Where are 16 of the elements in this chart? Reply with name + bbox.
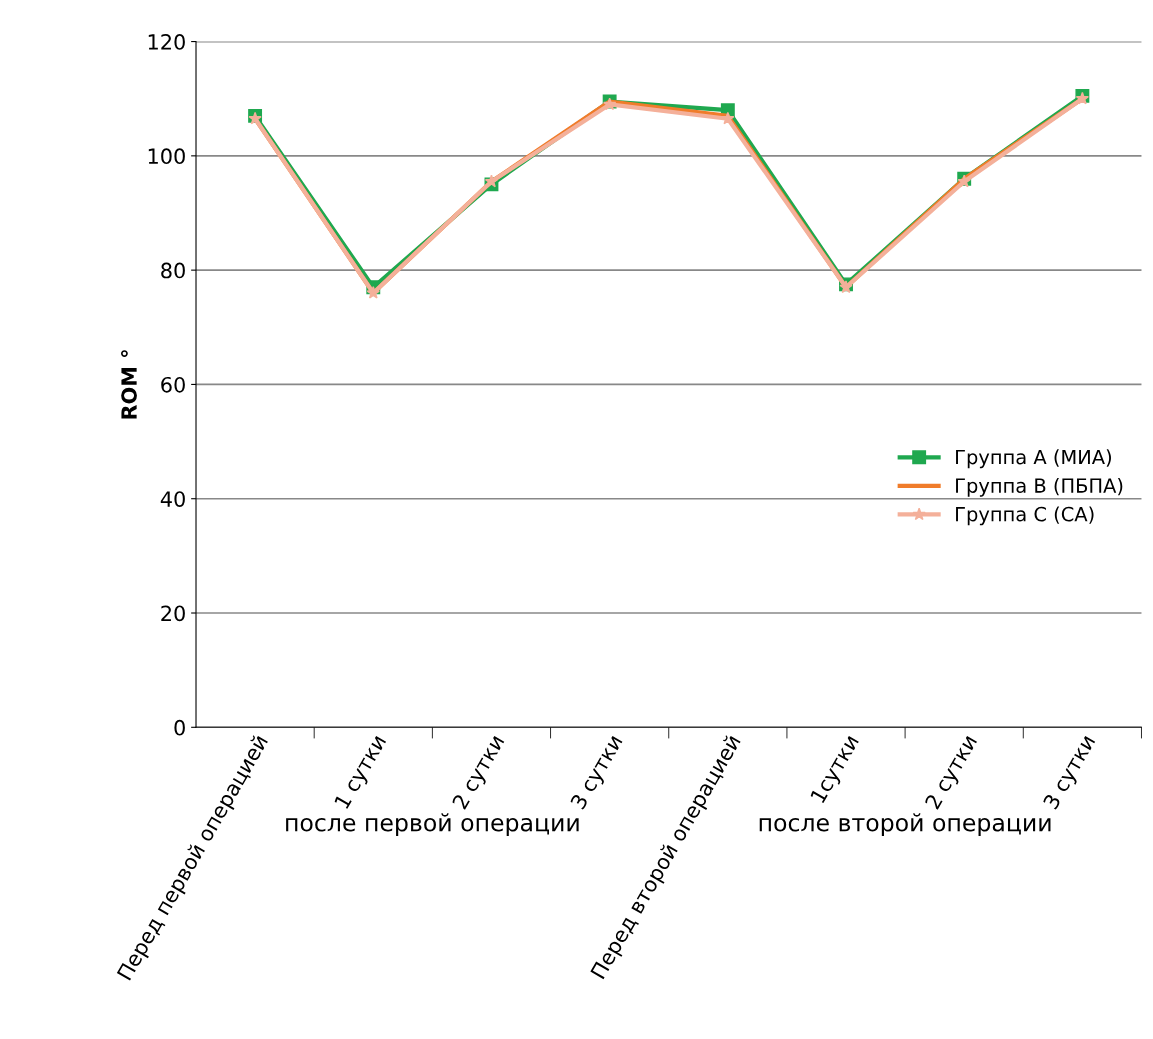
point	[721, 111, 735, 125]
point	[484, 174, 499, 188]
legend-label: Группа А (МИА)	[956, 449, 1111, 469]
text: после второй операции	[759, 813, 1051, 837]
y-tick-label: 60	[161, 376, 185, 393]
y-axis-title: ROM °	[121, 350, 137, 419]
legend-label: Группа С (СА)	[956, 506, 1094, 526]
text: после первой операции	[286, 813, 579, 837]
y-tick-label: 120	[148, 34, 185, 50]
y-tick-label: 20	[161, 605, 185, 622]
legend-label: Группа В (ПБПА)	[956, 477, 1123, 497]
point	[366, 286, 380, 299]
y-tick-label: 0	[174, 719, 185, 736]
y-tick-label: 80	[161, 262, 185, 279]
y-tick-label: 100	[148, 148, 185, 165]
y-tick-label: 40	[160, 491, 185, 507]
